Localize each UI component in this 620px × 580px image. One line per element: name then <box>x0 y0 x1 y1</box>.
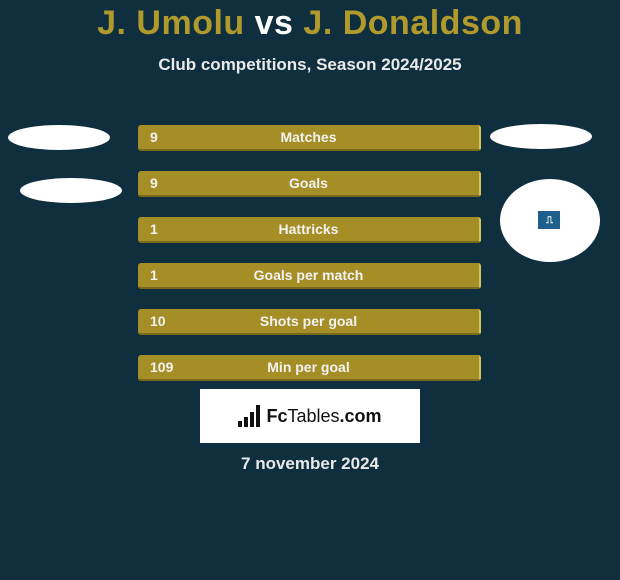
stat-label: Min per goal <box>138 355 479 379</box>
stat-label: Matches <box>138 125 479 149</box>
stat-row: 10 Shots per goal <box>138 309 481 335</box>
brand-bars-icon <box>238 405 260 427</box>
title-player1: J. Umolu <box>97 4 245 42</box>
title-vs: vs <box>255 4 294 42</box>
page-title: J. Umolu vs J. Donaldson <box>0 4 620 43</box>
brand-part-c: .com <box>340 406 382 426</box>
brand-text: FcTables.com <box>266 406 381 427</box>
stat-label: Goals per match <box>138 263 479 287</box>
stat-row: 9 Matches <box>138 125 481 151</box>
stats-bars: 9 Matches 9 Goals 1 Hattricks 1 Goals pe… <box>138 125 481 401</box>
decor-badge-glyph: ⎍ <box>546 215 552 226</box>
stat-row: 1 Goals per match <box>138 263 481 289</box>
page-subtitle: Club competitions, Season 2024/2025 <box>0 55 620 75</box>
brand-logo: FcTables.com <box>200 389 420 443</box>
stat-row: 9 Goals <box>138 171 481 197</box>
stat-row: 109 Min per goal <box>138 355 481 381</box>
decor-ellipse-left-2 <box>20 178 122 203</box>
decor-ellipse-left-1 <box>8 125 110 150</box>
stat-label: Shots per goal <box>138 309 479 333</box>
stat-row: 1 Hattricks <box>138 217 481 243</box>
decor-ellipse-right <box>490 124 592 149</box>
stat-label: Goals <box>138 171 479 195</box>
stat-label: Hattricks <box>138 217 479 241</box>
brand-logo-inner: FcTables.com <box>238 405 381 427</box>
brand-part-b: Tables <box>287 406 339 426</box>
title-player2: J. Donaldson <box>303 4 522 42</box>
decor-circle-right: ⎍ <box>500 179 600 262</box>
title-block: J. Umolu vs J. Donaldson Club competitio… <box>0 0 620 75</box>
brand-part-a: Fc <box>266 406 287 426</box>
decor-badge-icon: ⎍ <box>538 211 560 229</box>
footer-date: 7 november 2024 <box>0 454 620 474</box>
